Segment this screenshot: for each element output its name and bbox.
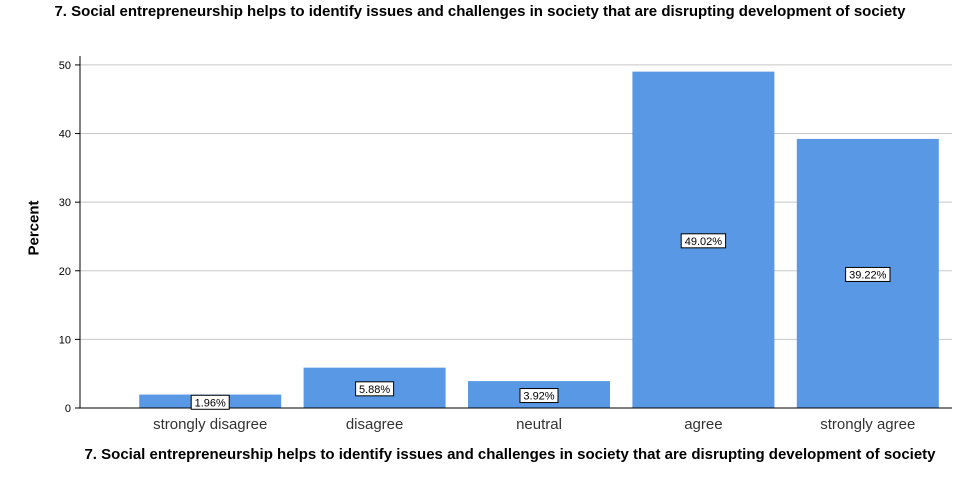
data-label: 49.02% bbox=[685, 236, 723, 248]
data-label: 5.88% bbox=[359, 384, 390, 396]
data-label: 39.22% bbox=[849, 269, 887, 281]
x-tick-label: neutral bbox=[516, 416, 562, 433]
data-label: 3.92% bbox=[523, 391, 554, 403]
chart-title: 7. Social entrepreneurship helps to iden… bbox=[0, 4, 960, 19]
y-tick-label: 40 bbox=[59, 129, 71, 141]
x-tick-label: disagree bbox=[346, 416, 404, 433]
y-tick-label: 30 bbox=[59, 197, 71, 209]
bars bbox=[139, 71, 939, 409]
x-axis-title: 7. Social entrepreneurship helps to iden… bbox=[84, 446, 936, 463]
x-tick-label: strongly agree bbox=[820, 416, 915, 433]
data-label-box bbox=[190, 394, 230, 410]
data-label-box bbox=[519, 388, 559, 404]
y-tick-label: 0 bbox=[65, 403, 71, 415]
data-labels: 1.96% 5.88% 3.92% 49.02% 39.22% bbox=[190, 233, 891, 410]
x-tick-label: strongly disagree bbox=[153, 416, 267, 433]
x-tick-label: agree bbox=[684, 416, 722, 433]
data-label-box bbox=[355, 381, 395, 397]
data-label-box bbox=[680, 233, 727, 249]
y-tick-label: 50 bbox=[59, 60, 71, 72]
y-tick-label: 10 bbox=[59, 334, 71, 346]
data-label-box bbox=[845, 266, 891, 282]
data-label: 1.96% bbox=[195, 397, 226, 409]
y-tick-label: 20 bbox=[59, 266, 71, 278]
chart-title-text: 7. Social entrepreneurship helps to iden… bbox=[54, 3, 906, 20]
